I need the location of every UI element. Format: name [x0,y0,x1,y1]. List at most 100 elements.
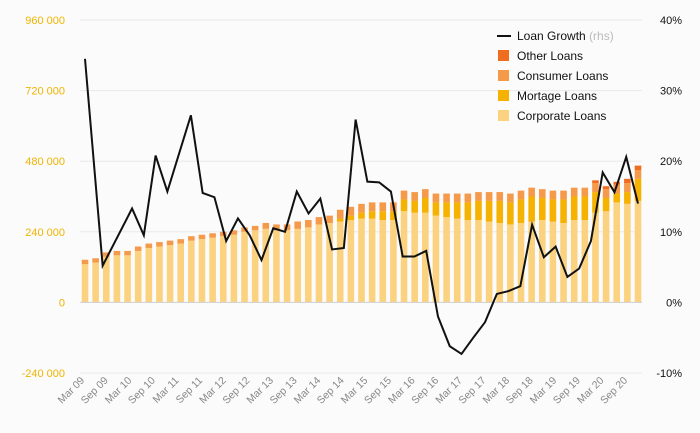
bar-segment [368,218,376,303]
bar-segment [581,196,589,221]
bar-segment [475,200,482,221]
bar-segment [198,234,206,240]
bar-segment [283,230,291,303]
bar-segment [92,258,99,263]
bar-segment [102,252,110,257]
bar-segment [560,199,567,223]
bar-segment [570,196,578,221]
bar-segment [347,220,355,303]
bar-segment [156,246,163,303]
bar-segment [464,220,472,303]
bar-segment [549,221,557,303]
bar-segment [336,209,344,219]
bar-segment [528,187,535,197]
bar-segment [92,262,99,303]
bar-segment [485,221,493,303]
bar-segment [241,231,248,303]
left-tick-label: -240 000 [22,368,65,380]
legend-item-mortgage: Mortage Loans [517,89,597,103]
bar-segment [528,196,535,222]
bar-segment [262,222,270,229]
right-tick-label: 30% [660,86,682,98]
bar-segment [81,264,89,303]
bar-segment [422,212,429,303]
bar-segment [538,220,546,303]
legend-swatch-corporate [498,110,509,121]
bar-segment [475,220,482,303]
bar-segment [358,203,365,213]
bar-segment [294,221,301,229]
bar-segment [507,202,514,225]
bar-segment [209,233,216,238]
bar-segment [592,180,599,184]
bar-segment [347,215,355,221]
right-tick-label: 0% [666,297,682,309]
bar-segment [219,236,227,303]
gridlines [80,19,642,374]
bar-segment [613,202,621,303]
bar-segment [507,224,514,303]
bar-segment [485,192,493,201]
right-tick-label: 10% [660,227,682,239]
bar-segment [411,192,418,201]
bar-segment [305,227,312,303]
bar-segment [592,192,599,213]
bar-segment [517,199,525,223]
legend-swatch-consumer [498,70,509,81]
legend-item-other: Other Loans [517,49,583,63]
bar-segment [613,193,621,203]
bar-segment [411,212,418,303]
bar-segment [145,243,153,248]
bar-segment [305,220,312,228]
left-tick-label: 960 000 [25,15,65,27]
left-tick-label: 720 000 [25,86,65,98]
bar-segment [347,206,355,216]
bar-segment [602,186,610,190]
bar-segment [113,255,121,303]
bar-segment [432,193,440,203]
bar-segment [209,237,216,303]
bar-segment [538,197,546,221]
bar-segment [570,187,578,197]
bar-segment [315,217,323,225]
bar-segment [358,218,365,303]
bar-segment [219,231,227,237]
bar-segment [496,200,504,223]
bar-segment [134,250,142,303]
bar-segment [538,189,546,198]
bar-segment [475,192,482,201]
bar-segment [592,183,599,193]
bar-segment [602,189,610,198]
bar-segment [400,190,408,200]
bar-segment [262,228,270,303]
bar-segment [496,222,504,303]
bar-segment [177,243,184,303]
bar-segment [134,246,142,251]
bar-segment [602,197,610,212]
bar-segment [400,199,408,212]
bar-segment [411,200,418,213]
bar-segment [453,218,461,303]
bar-segment [124,250,131,256]
bar-segment [390,220,397,303]
bar-segment [251,230,259,303]
bar-segment [336,221,344,303]
loan-growth-line [84,58,639,356]
bar-segment [358,212,365,219]
bar-segment [241,227,248,232]
bar-segment [188,240,195,303]
bar-segment [602,211,610,303]
bar-segment [422,197,429,213]
bar-segment [81,259,89,265]
legend: Loan Growth (rhs) Other Loans Consumer L… [497,29,614,123]
bar-segment [432,215,440,303]
bar-segment [166,240,174,246]
bar-segment [443,217,450,303]
bar-segment [422,189,429,198]
bar-segment [613,184,621,194]
bar-segment [251,225,259,231]
legend-item-loan-growth: Loan Growth (rhs) [517,29,614,43]
bar-segment [379,220,387,303]
bar-segment [485,200,493,222]
right-axis-ticks: -10% 0% 10% 20% 30% 40% [656,15,682,380]
